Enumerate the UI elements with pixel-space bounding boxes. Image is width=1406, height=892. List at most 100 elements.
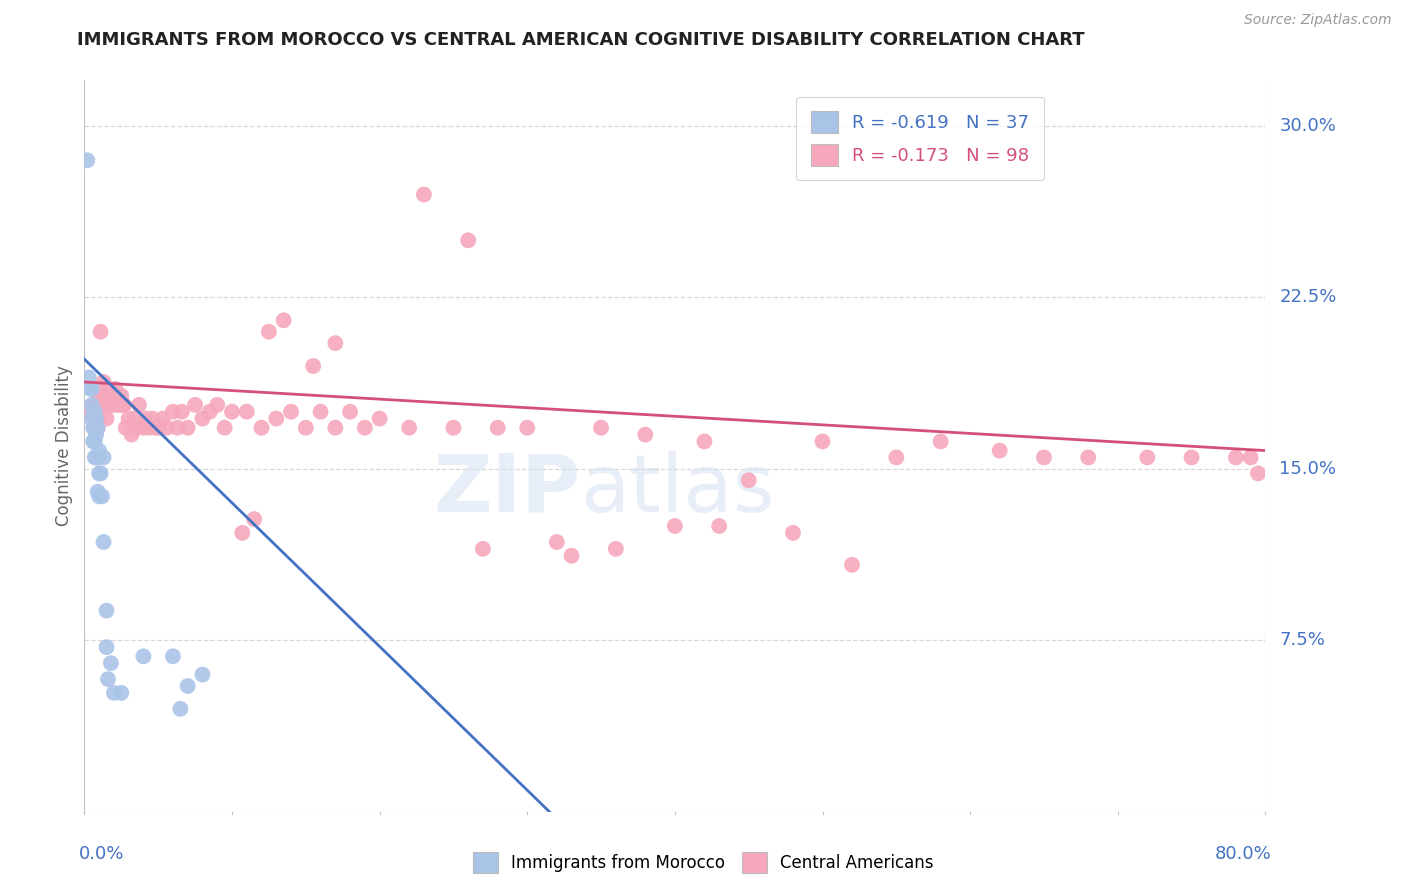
Point xyxy=(1077,450,1099,465)
Point xyxy=(125,421,148,435)
Point xyxy=(184,398,207,412)
Point xyxy=(87,443,111,458)
Point xyxy=(77,370,100,384)
Point xyxy=(273,313,295,327)
Point xyxy=(83,405,105,419)
Point xyxy=(108,398,131,412)
Point xyxy=(112,398,135,412)
Point xyxy=(170,405,193,419)
Point xyxy=(90,467,112,481)
Point xyxy=(93,535,115,549)
Point xyxy=(1136,450,1159,465)
Point xyxy=(811,434,834,449)
Point xyxy=(221,405,243,419)
Point xyxy=(339,405,361,419)
Point xyxy=(191,667,214,681)
Point xyxy=(1240,450,1263,465)
Point xyxy=(80,398,103,412)
Point xyxy=(693,434,716,449)
Point xyxy=(98,393,121,408)
Point xyxy=(162,649,184,664)
Point xyxy=(118,411,141,425)
Point xyxy=(87,393,111,408)
Point xyxy=(86,398,108,412)
Point xyxy=(443,421,465,435)
Y-axis label: Cognitive Disability: Cognitive Disability xyxy=(55,366,73,526)
Point xyxy=(76,153,98,168)
Point xyxy=(236,405,259,419)
Point xyxy=(250,421,273,435)
Legend: R = -0.619   N = 37, R = -0.173   N = 98: R = -0.619 N = 37, R = -0.173 N = 98 xyxy=(796,96,1043,180)
Point xyxy=(103,686,125,700)
Point xyxy=(82,434,104,449)
Point xyxy=(80,411,103,425)
Point xyxy=(1225,450,1247,465)
Point xyxy=(86,484,108,499)
Point xyxy=(325,336,347,351)
Point xyxy=(1033,450,1056,465)
Point xyxy=(87,467,111,481)
Point xyxy=(84,427,107,442)
Point xyxy=(82,398,104,412)
Point xyxy=(93,450,115,465)
Point xyxy=(77,405,100,419)
Point xyxy=(114,421,136,435)
Point xyxy=(107,398,129,412)
Point xyxy=(546,535,568,549)
Point xyxy=(561,549,583,563)
Point xyxy=(87,489,111,503)
Text: 0.0%: 0.0% xyxy=(79,845,124,863)
Point xyxy=(103,398,125,412)
Point xyxy=(177,679,200,693)
Point xyxy=(100,656,122,670)
Point xyxy=(214,421,236,435)
Point xyxy=(457,233,479,247)
Point xyxy=(93,375,115,389)
Text: 30.0%: 30.0% xyxy=(1279,117,1336,135)
Point xyxy=(162,405,184,419)
Point xyxy=(104,382,127,396)
Point xyxy=(413,187,436,202)
Point xyxy=(152,411,174,425)
Point xyxy=(634,427,657,442)
Point xyxy=(124,411,146,425)
Point xyxy=(84,411,107,425)
Point xyxy=(177,421,200,435)
Point xyxy=(83,421,105,435)
Point xyxy=(83,434,105,449)
Point xyxy=(132,649,155,664)
Point xyxy=(302,359,325,373)
Point xyxy=(266,411,288,425)
Point xyxy=(841,558,863,572)
Point xyxy=(605,541,627,556)
Point xyxy=(148,421,170,435)
Point xyxy=(80,382,103,396)
Point xyxy=(84,450,107,465)
Point xyxy=(82,405,104,419)
Point xyxy=(96,411,118,425)
Point xyxy=(516,421,538,435)
Point xyxy=(97,382,120,396)
Point xyxy=(91,489,114,503)
Point xyxy=(97,672,120,686)
Point xyxy=(86,421,108,435)
Text: 80.0%: 80.0% xyxy=(1215,845,1271,863)
Point xyxy=(486,421,509,435)
Point xyxy=(738,473,761,487)
Text: Source: ZipAtlas.com: Source: ZipAtlas.com xyxy=(1244,13,1392,28)
Point xyxy=(83,450,105,465)
Point xyxy=(198,405,221,419)
Point xyxy=(143,421,166,435)
Point xyxy=(1247,467,1270,481)
Point xyxy=(132,421,155,435)
Point xyxy=(368,411,391,425)
Point xyxy=(80,405,103,419)
Point xyxy=(295,421,318,435)
Text: 15.0%: 15.0% xyxy=(1279,460,1336,478)
Point xyxy=(782,525,804,540)
Point xyxy=(929,434,952,449)
Point xyxy=(91,389,114,403)
Text: 7.5%: 7.5% xyxy=(1279,632,1326,649)
Point xyxy=(591,421,613,435)
Point xyxy=(138,421,160,435)
